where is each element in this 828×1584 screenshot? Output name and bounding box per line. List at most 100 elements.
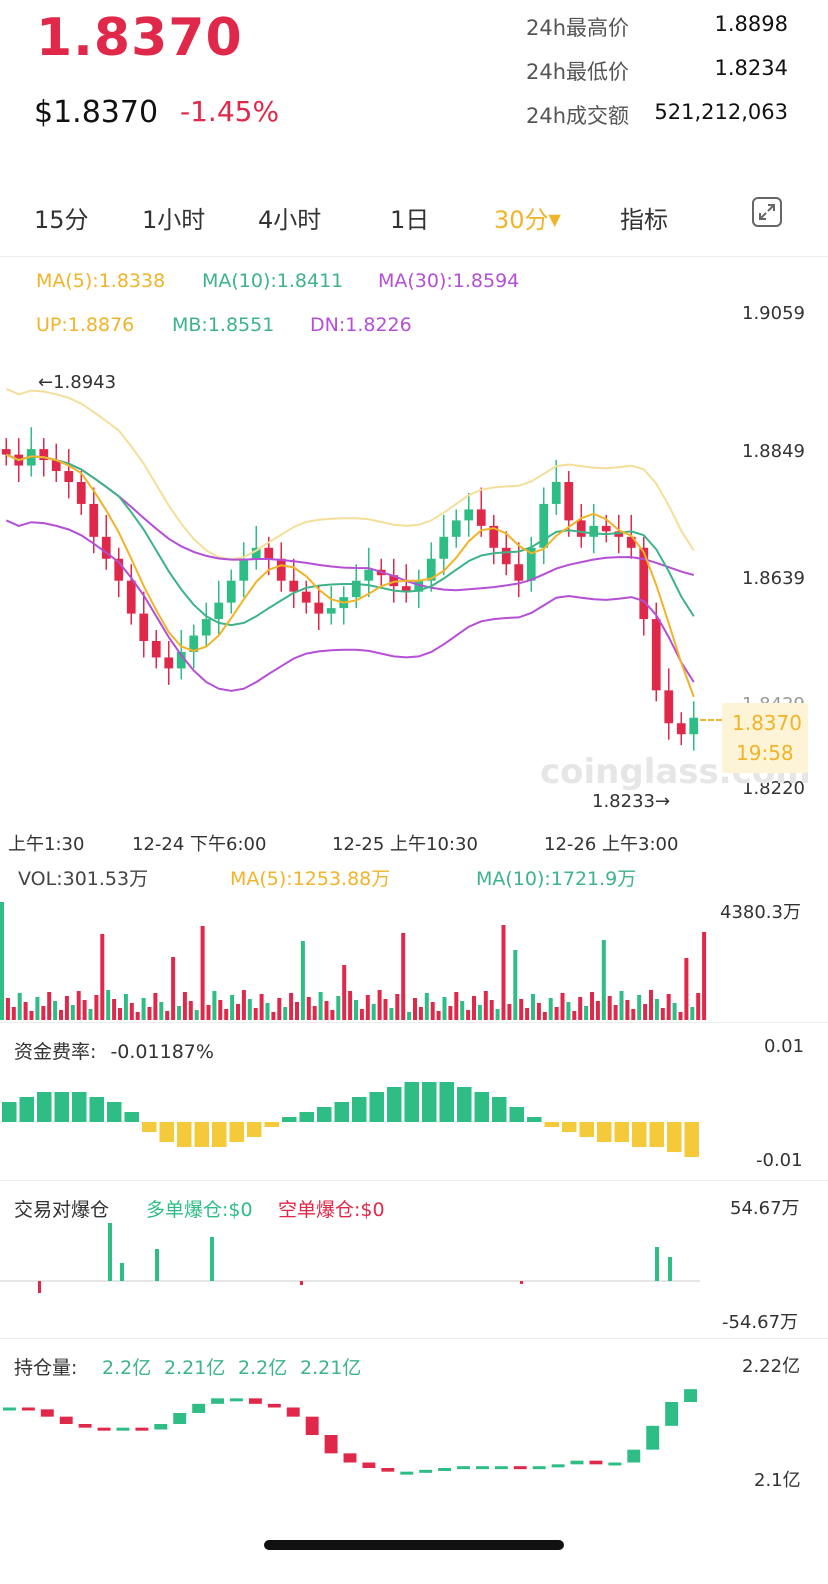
x-tick: 12-24 下午6:00 <box>132 834 267 855</box>
funding-bar <box>124 1112 139 1122</box>
funding-bar <box>334 1102 349 1122</box>
oi-candle <box>419 1469 433 1473</box>
funding-bar <box>107 1102 122 1122</box>
candle-body <box>439 536 449 559</box>
candle-body <box>301 591 311 603</box>
oi-candle <box>211 1398 225 1404</box>
funding-bar <box>89 1097 104 1122</box>
volume-bar <box>560 993 565 1020</box>
usd-price: $1.8370 <box>34 95 159 130</box>
volume-bar <box>354 1000 358 1020</box>
volume-bar <box>165 1011 170 1020</box>
candle-body <box>114 558 124 581</box>
volume-bar <box>389 1008 394 1020</box>
tab-1h[interactable]: 1小时 <box>142 206 206 234</box>
funding-bar <box>579 1122 594 1137</box>
volume-bar <box>365 995 370 1020</box>
stat-label-turnover: 24h成交额 <box>526 104 630 128</box>
funding-bar <box>54 1092 69 1122</box>
volume-bar <box>159 1002 164 1020</box>
volume-bar <box>218 1000 223 1020</box>
candle-body <box>326 608 336 614</box>
volume-bar <box>106 990 111 1020</box>
volume-bar <box>141 998 146 1020</box>
volume-bar <box>454 992 459 1020</box>
volume-bar <box>312 1006 317 1020</box>
oi-value: 2.2亿 <box>102 1357 152 1379</box>
volume-bar <box>436 1011 441 1020</box>
open-interest-chart[interactable] <box>0 1380 720 1490</box>
boll-dn-legend: DN:1.8226 <box>310 314 412 336</box>
volume-bar <box>607 996 612 1020</box>
ma10-legend: MA(10):1.8411 <box>202 270 344 292</box>
oi-candle <box>192 1403 206 1413</box>
volume-bar <box>542 1012 547 1020</box>
tab-4h[interactable]: 4小时 <box>258 206 322 234</box>
funding-top: 0.01 <box>764 1036 805 1057</box>
expand-icon[interactable] <box>752 197 782 227</box>
price-change: -1.45% <box>180 95 280 128</box>
oi-candle <box>608 1462 622 1466</box>
funding-bar <box>492 1097 507 1122</box>
candle-body <box>564 482 574 521</box>
candle-body <box>514 564 524 581</box>
volume-bar <box>0 902 4 1020</box>
candle-body <box>239 558 249 581</box>
candle-body <box>151 641 161 658</box>
volume-bar <box>100 934 105 1020</box>
tab-1d[interactable]: 1日 <box>390 206 430 234</box>
volume-bar <box>82 1000 87 1020</box>
oi-candle <box>135 1427 149 1431</box>
candle-body <box>589 525 599 537</box>
oi-candle <box>3 1407 16 1411</box>
funding-bottom: -0.01 <box>756 1150 803 1171</box>
oi-candle <box>570 1460 584 1465</box>
volume-bar <box>41 1006 46 1020</box>
volume-bar <box>501 925 506 1020</box>
volume-bar <box>123 994 128 1020</box>
panel-divider <box>0 1338 828 1339</box>
volume-bar <box>572 1011 577 1020</box>
volume-chart[interactable] <box>0 900 720 1022</box>
volume-bar <box>271 1012 276 1020</box>
oi-candle <box>305 1416 319 1435</box>
long-liquidation-bar <box>655 1247 659 1281</box>
y-tick: 1.9059 <box>742 303 805 324</box>
volume-bar <box>283 1007 288 1020</box>
candle-body <box>289 580 299 592</box>
tab-indicators[interactable]: 指标 <box>620 206 668 234</box>
home-indicator[interactable] <box>264 1540 564 1550</box>
funding-bar <box>72 1092 87 1122</box>
oi-candle <box>494 1466 508 1470</box>
funding-bar <box>404 1082 419 1122</box>
oi-candle <box>343 1453 357 1463</box>
low-marker: 1.8233→ <box>592 791 671 812</box>
boll-lower-line <box>5 519 695 692</box>
tab-15m[interactable]: 15分 <box>34 206 89 234</box>
volume-bar <box>613 1005 618 1020</box>
caret-down-icon: ▼ <box>548 210 561 229</box>
long-liquidation-label: 多单爆仓:$0 <box>146 1199 253 1221</box>
volume-bar <box>277 998 282 1020</box>
oi-candle <box>59 1416 73 1424</box>
candle-countdown: 19:58 <box>736 741 794 765</box>
volume-bar <box>171 957 176 1020</box>
candle-body <box>139 613 149 642</box>
stat-value-low: 1.8234 <box>714 56 788 80</box>
volume-bar <box>265 1003 270 1020</box>
candle-body <box>39 449 49 461</box>
volume-bar <box>147 1007 152 1020</box>
main-candle-chart[interactable] <box>0 340 720 820</box>
funding-chart[interactable] <box>0 1060 720 1180</box>
current-price-value: 1.8370 <box>732 711 802 735</box>
tab-30m[interactable]: 30分▼ <box>494 200 561 235</box>
x-tick: 12-26 上午3:00 <box>544 834 679 855</box>
high-marker: ←1.8943 <box>38 372 117 393</box>
volume-bar <box>424 993 429 1020</box>
funding-bar <box>2 1102 17 1122</box>
candle-body <box>626 536 636 548</box>
liquidation-chart[interactable] <box>0 1215 720 1325</box>
candle-body <box>464 509 474 521</box>
volume-bar <box>289 993 294 1020</box>
candle-body <box>576 520 586 537</box>
